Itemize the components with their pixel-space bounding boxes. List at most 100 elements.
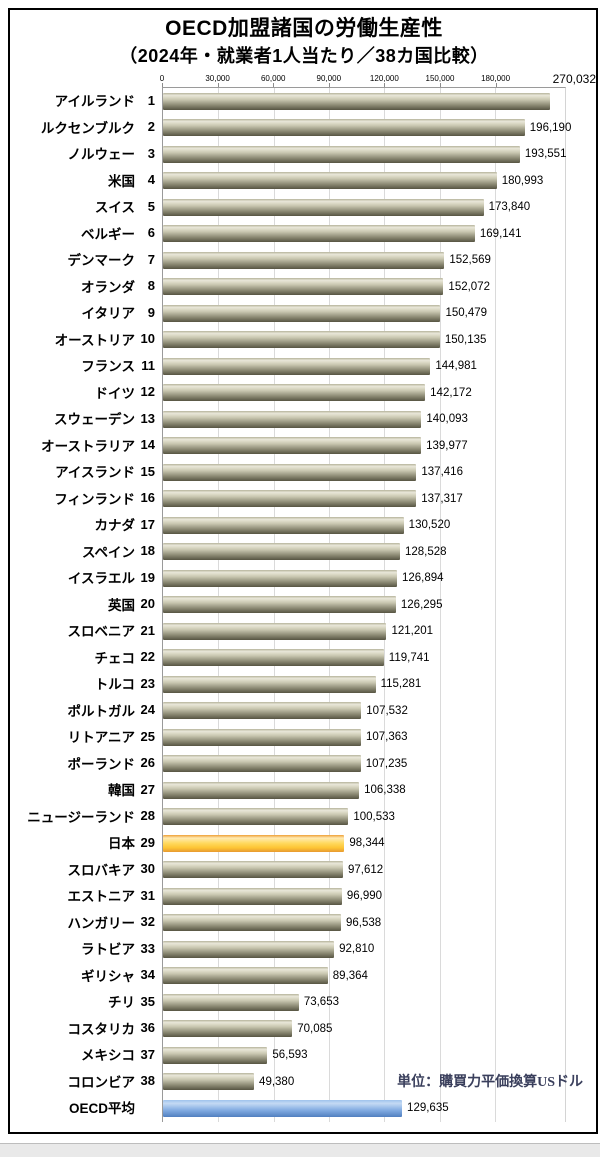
gridline	[439, 88, 441, 1122]
bar-10	[163, 331, 440, 348]
bar-24	[163, 702, 362, 719]
bar-row: 150,479	[163, 300, 565, 327]
bar-37	[163, 1046, 268, 1064]
bar-row: 137,416	[163, 459, 565, 486]
country-label: スペイン	[81, 544, 135, 560]
bar-31	[163, 887, 342, 905]
value-label: 129,635	[407, 1102, 449, 1115]
value-label: 107,235	[365, 757, 408, 770]
country-label: ドイツ	[94, 385, 136, 401]
category-label-row: ハンガリー 32	[12, 909, 162, 936]
value-label: 73,653	[303, 996, 339, 1009]
rank-label: 6	[147, 225, 155, 241]
unit-note: 単位：購買力平価換算USドル	[397, 1074, 583, 1090]
bar-row: 115,281	[163, 671, 565, 698]
value-label: 152,072	[448, 280, 490, 293]
bar-row: 106,338	[163, 777, 565, 804]
value-label: 100,533	[353, 810, 395, 823]
bar-34	[163, 967, 328, 984]
bar-row: 56,593	[163, 1042, 565, 1069]
country-label: ニュージーランド	[27, 809, 135, 825]
rank-label: 9	[147, 304, 155, 320]
bar-7	[163, 251, 445, 269]
category-label-row: カナダ 17	[12, 511, 162, 538]
value-label: 121,201	[391, 625, 434, 638]
bar-row: 129,635	[163, 1095, 565, 1122]
bar-row: 144,981	[163, 353, 565, 380]
bar-row: 126,295	[163, 592, 565, 619]
value-label: 107,363	[365, 731, 408, 744]
category-label-row: オーストラリア 14	[12, 432, 162, 459]
rank-label: 14	[140, 437, 155, 453]
bar-row: 98,344	[163, 830, 565, 857]
rank-label: 22	[140, 649, 155, 665]
bar-14	[163, 437, 422, 454]
bar-18	[163, 543, 400, 560]
bar-row: 121,201	[163, 618, 565, 645]
bar-oecd-average	[163, 1099, 403, 1117]
rank-label: 19	[140, 569, 155, 585]
country-label: アイルランド	[54, 94, 135, 110]
rank-label: 27	[140, 781, 155, 797]
rank-label: 38	[140, 1073, 155, 1089]
bar-13	[163, 410, 422, 428]
bar-row: 100,533	[163, 804, 565, 831]
rank-label: 33	[140, 940, 155, 956]
rank-label: 31	[140, 887, 155, 903]
rank-label: 4	[147, 172, 155, 188]
category-label-row: スウェーデン 13	[12, 405, 162, 432]
country-label: スロバキア	[67, 862, 136, 878]
bar-3	[163, 145, 520, 163]
category-label-row: スイス 5	[12, 193, 162, 220]
bar-36	[163, 1020, 293, 1037]
bar-23	[163, 675, 376, 693]
bar-27	[163, 781, 360, 799]
category-label-row: ギリシャ 34	[12, 962, 162, 989]
rank-label: 10	[140, 331, 155, 347]
country-label: OECD平均	[68, 1101, 135, 1117]
rank-label: 5	[147, 198, 155, 214]
bottom-strip	[0, 1143, 600, 1157]
rank-label: 32	[140, 914, 155, 930]
x-axis-ticks: 270,032 0 30,000 60,000 90,000 120,000 150,00…	[160, 69, 596, 87]
bar-25	[163, 728, 361, 746]
value-label: 130,520	[408, 519, 451, 532]
x-axis-tick-label: 60,000	[260, 74, 286, 83]
country-label: スイス	[94, 200, 135, 216]
category-label-row: イスラエル 19	[12, 564, 162, 591]
country-label: ポーランド	[67, 756, 136, 772]
value-label: 126,295	[400, 598, 443, 611]
bar-11	[163, 357, 431, 375]
value-label: 193,551	[524, 148, 567, 161]
category-label-row: ベルギー 6	[12, 220, 162, 247]
bar-29	[163, 834, 345, 852]
bar-35	[163, 993, 299, 1011]
rank-label: 18	[140, 543, 155, 559]
rank-label: 1	[147, 92, 155, 108]
bar-row: 97,612	[163, 857, 565, 884]
x-axis-tick-mark	[273, 83, 275, 87]
country-label: イタリア	[81, 306, 135, 322]
category-labels-column: アイルランド 1 ルクセンブルク 2 ノルウェー 3 米国 4 スイス 5 ベルギー 6 デンマーク 7 オ…	[12, 87, 162, 1122]
category-label-row: OECD平均	[12, 1094, 162, 1121]
value-label: 128,528	[405, 545, 447, 558]
country-label: ノルウェー	[67, 147, 136, 163]
value-label: 140,093	[426, 413, 468, 426]
country-label: チェコ	[94, 650, 136, 666]
country-label: エストニア	[67, 889, 136, 905]
bar-12	[163, 384, 426, 401]
value-label: 144,981	[435, 360, 477, 373]
bar-row: 140,093	[163, 406, 565, 433]
bar-row: 49,380	[163, 1069, 565, 1096]
category-label-row: 米国 4	[12, 167, 162, 194]
plot-area: 単位：購買力平価換算USドル 196,190 193,551 180,993 173,…	[162, 87, 583, 1122]
value-label: 196,190	[529, 121, 572, 134]
rank-label: 8	[147, 278, 155, 294]
x-axis-tick-label: 180,000	[481, 74, 511, 83]
x-axis-tick-mark	[328, 83, 330, 87]
bar-row: 150,135	[163, 327, 565, 354]
category-label-row: コスタリカ 36	[12, 1015, 162, 1042]
country-label: 米国	[108, 173, 135, 189]
bar-19	[163, 569, 397, 587]
x-axis-tick-mark	[217, 83, 219, 87]
